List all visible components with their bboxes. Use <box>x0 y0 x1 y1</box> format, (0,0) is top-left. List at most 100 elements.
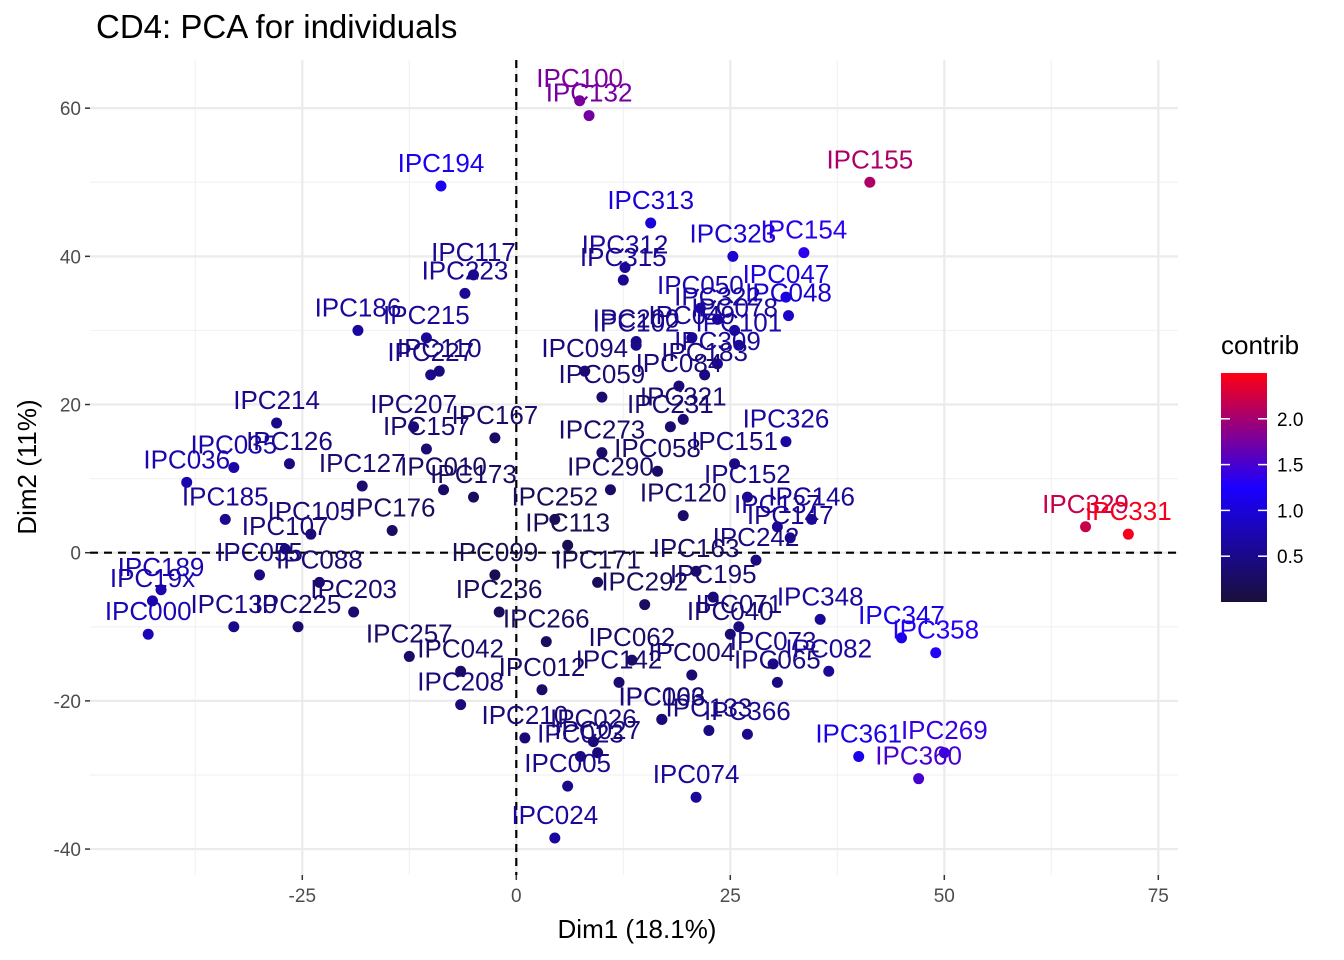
data-point-label: IPC059 <box>559 359 646 389</box>
data-point <box>630 339 642 351</box>
data-point-label: IPC073 <box>730 626 817 656</box>
data-point <box>1080 521 1092 533</box>
data-point-label: IPC185 <box>182 481 269 511</box>
data-point-label: IPC147 <box>747 500 834 530</box>
data-point-label: IPC348 <box>777 581 864 611</box>
data-point <box>938 747 950 759</box>
data-point <box>420 332 432 344</box>
data-point <box>733 621 745 633</box>
data-point-label: IPC105 <box>267 496 354 526</box>
data-point-label: IPC269 <box>901 715 988 745</box>
data-point <box>356 480 368 492</box>
data-point <box>664 421 676 433</box>
data-point <box>142 628 154 640</box>
data-point <box>425 369 437 381</box>
data-point <box>699 369 711 381</box>
data-point-label: IPC189 <box>118 552 205 582</box>
y-tick-label: 40 <box>60 247 81 268</box>
data-point <box>519 732 531 744</box>
data-point-label: IPC236 <box>456 574 543 604</box>
data-point <box>228 462 240 473</box>
data-point-label: IPC042 <box>417 633 504 663</box>
data-point <box>408 421 420 433</box>
data-point-label: IPC065 <box>734 644 821 674</box>
data-point-label: IPC062 <box>588 622 675 652</box>
data-point <box>677 413 689 425</box>
data-point-label: IPC360 <box>875 741 962 771</box>
data-point <box>686 669 698 681</box>
color-legend: contrib 0.5 1.0 1.5 2.0 <box>1221 330 1303 602</box>
data-point-label: IPC186 <box>315 292 402 322</box>
data-point-label: IPC023 <box>537 718 624 748</box>
data-point-label: IPC010 <box>400 452 487 482</box>
data-point <box>853 750 865 762</box>
data-point <box>455 699 467 711</box>
data-point <box>583 110 595 122</box>
data-point <box>619 261 631 273</box>
data-point-label: IPC035 <box>190 430 277 460</box>
data-point <box>771 676 783 688</box>
data-point-label: IPC049 <box>648 300 735 330</box>
data-point <box>540 636 552 648</box>
data-point-label: IPC195 <box>670 559 757 589</box>
data-point-label: IPC152 <box>704 459 791 489</box>
data-point-label: IPC146 <box>768 481 855 511</box>
data-point-label: IPC315 <box>580 242 667 272</box>
data-point <box>403 650 415 662</box>
data-point <box>930 647 942 659</box>
data-point-label: IPC227 <box>387 337 474 367</box>
data-point-label: IPC273 <box>559 415 646 445</box>
legend-ticks: 0.5 1.0 1.5 2.0 <box>1221 410 1303 568</box>
data-point <box>729 324 741 336</box>
data-point <box>562 539 574 551</box>
data-point-label: IPC130 <box>190 589 277 619</box>
data-point <box>741 491 753 503</box>
data-point <box>896 632 908 644</box>
data-point-label: IPC005 <box>524 748 611 778</box>
data-point <box>493 606 505 618</box>
data-point <box>823 665 835 677</box>
data-point-label: IPC183 <box>661 337 748 367</box>
data-point-label: IPC312 <box>582 229 669 259</box>
data-point-label: IPC19x <box>110 563 195 593</box>
data-point-label: IPC154 <box>761 215 848 245</box>
data-point-label: IPC133 <box>666 693 753 723</box>
data-point-label: IPC000 <box>105 596 192 626</box>
data-point-label: IPC088 <box>276 544 363 574</box>
x-tick-label: 0 <box>511 886 522 907</box>
data-point <box>913 773 925 785</box>
data-point-label: IPC137 <box>734 489 821 519</box>
data-point-label: IPC157 <box>383 411 470 441</box>
data-point <box>783 310 795 322</box>
data-point-label: IPC207 <box>370 389 457 419</box>
data-point <box>771 521 783 533</box>
data-point-label: IPC358 <box>892 615 979 645</box>
data-point-label: IPC071 <box>695 589 782 619</box>
data-point-label: IPC167 <box>452 400 539 430</box>
y-tick-label: 20 <box>60 396 81 417</box>
data-point <box>305 528 317 540</box>
data-point <box>613 676 625 688</box>
data-point-label: IPC173 <box>430 459 517 489</box>
data-point-label: IPC309 <box>674 326 761 356</box>
x-tick-label: 25 <box>720 886 741 907</box>
data-point-label: IPC242 <box>713 522 800 552</box>
y-axis-title: Dim2 (11%) <box>12 399 42 534</box>
data-point <box>181 476 193 488</box>
data-point <box>420 443 432 455</box>
data-point <box>703 725 715 737</box>
data-point <box>690 565 702 577</box>
data-point <box>767 658 779 670</box>
data-point-label: IPC329 <box>1042 489 1129 519</box>
data-point <box>219 513 231 525</box>
data-point <box>271 417 283 429</box>
data-point <box>386 524 398 536</box>
data-point <box>1122 528 1134 540</box>
data-point <box>673 380 685 392</box>
data-point-label: IPC036 <box>143 444 230 474</box>
data-point <box>455 665 467 677</box>
data-point <box>626 654 638 666</box>
y-tick-label: 0 <box>70 544 81 565</box>
